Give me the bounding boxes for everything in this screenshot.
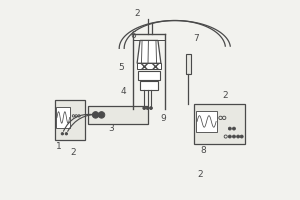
FancyBboxPatch shape <box>186 54 191 74</box>
FancyBboxPatch shape <box>56 107 70 128</box>
Circle shape <box>237 135 239 138</box>
Circle shape <box>228 127 231 130</box>
Circle shape <box>143 107 145 109</box>
Text: 6: 6 <box>130 31 136 40</box>
Circle shape <box>65 133 68 135</box>
FancyBboxPatch shape <box>194 104 245 144</box>
Text: 3: 3 <box>108 124 114 133</box>
FancyBboxPatch shape <box>137 63 161 69</box>
Text: 7: 7 <box>193 34 199 43</box>
Circle shape <box>146 107 149 109</box>
Circle shape <box>232 127 236 130</box>
FancyBboxPatch shape <box>196 111 217 132</box>
Circle shape <box>98 112 105 118</box>
Text: 9: 9 <box>160 114 166 123</box>
Circle shape <box>240 135 243 138</box>
Text: 2: 2 <box>223 91 228 100</box>
Text: 1: 1 <box>56 142 61 151</box>
Circle shape <box>61 133 64 135</box>
Circle shape <box>228 135 231 138</box>
Circle shape <box>92 112 99 118</box>
Text: 4: 4 <box>120 87 126 96</box>
Circle shape <box>232 135 236 138</box>
FancyBboxPatch shape <box>55 100 86 140</box>
FancyBboxPatch shape <box>140 81 158 90</box>
Text: 2: 2 <box>71 148 76 157</box>
Text: 2: 2 <box>134 9 140 18</box>
Circle shape <box>150 107 152 109</box>
Text: 5: 5 <box>118 63 124 72</box>
FancyBboxPatch shape <box>138 71 160 80</box>
Text: 2: 2 <box>198 170 203 179</box>
Polygon shape <box>137 40 161 63</box>
Text: 8: 8 <box>201 146 206 155</box>
FancyBboxPatch shape <box>88 106 148 124</box>
